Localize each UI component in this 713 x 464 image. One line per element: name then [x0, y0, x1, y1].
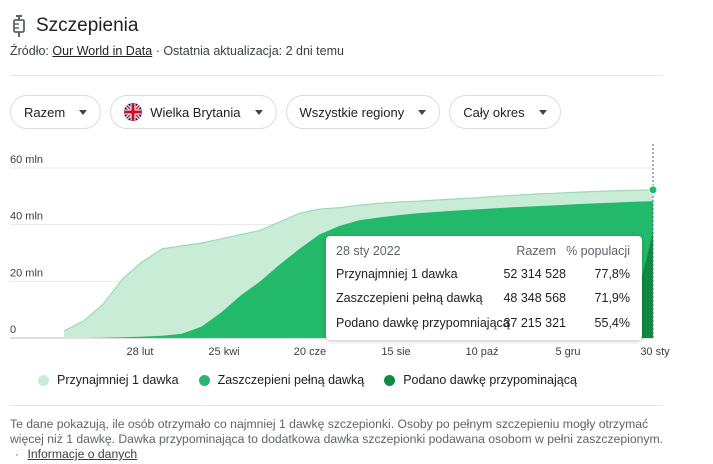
filter-bar: Razem Wielka Brytania Wszystkie regiony … — [10, 95, 561, 129]
x-tick-label: 25 kwi — [208, 346, 239, 358]
footnote: Te dane pokazują, ile osób otrzymało co … — [10, 417, 670, 462]
y-tick-label: 40 mln — [10, 211, 43, 223]
filter-chip-period[interactable]: Cały okres — [449, 95, 561, 129]
tooltip-row: Podano dawkę przypomniającą 37 215 321 5… — [326, 313, 642, 333]
footnote-separator: · — [15, 447, 20, 461]
x-tick-label: 5 gru — [555, 346, 580, 358]
legend-swatch — [384, 374, 396, 386]
legend-swatch — [38, 374, 49, 386]
update-info: · Ostatnia aktualizacja: 2 dni temu — [155, 44, 344, 58]
y-tick-label: 20 mln — [10, 267, 43, 279]
tooltip-row-total: 37 215 321 — [503, 316, 566, 330]
chevron-down-icon — [254, 109, 263, 115]
filter-chip-region[interactable]: Wszystkie regiony — [285, 95, 441, 129]
uk-flag-icon — [124, 103, 143, 121]
page-title: Szczepienia — [36, 15, 139, 36]
divider — [10, 405, 663, 406]
x-tick-label: 10 paź — [465, 346, 498, 358]
filter-chip-label: Razem — [24, 104, 66, 120]
tooltip-header: 28 sty 2022 Razem % populacji — [326, 241, 642, 261]
legend-label: Podano dawkę przypominającą — [403, 373, 577, 387]
y-tick-label: 60 mln — [10, 154, 43, 166]
legend-item[interactable]: Podano dawkę przypominającą — [384, 373, 577, 387]
hover-point — [648, 185, 658, 195]
chart-legend: Przynajmniej 1 dawka Zaszczepieni pełną … — [38, 373, 577, 387]
tooltip-row-label: Podano dawkę przypomniającą — [336, 316, 510, 330]
filter-chip-scope[interactable]: Razem — [10, 95, 102, 129]
tooltip-row-pct: 77,8% — [594, 267, 630, 281]
filter-chip-label: Cały okres — [463, 104, 525, 120]
divider — [10, 75, 663, 76]
tooltip-row-pct: 55,4% — [594, 316, 630, 330]
legend-label: Przynajmniej 1 dawka — [57, 373, 179, 387]
chevron-down-icon — [538, 109, 547, 115]
tooltip-row: Przynajmniej 1 dawka 52 314 528 77,8% — [326, 264, 642, 284]
chevron-down-icon — [418, 109, 427, 115]
footnote-text: Te dane pokazują, ile osób otrzymało co … — [10, 417, 664, 446]
tooltip-row-total: 48 348 568 — [503, 291, 566, 305]
source-prefix: Źródło: — [10, 44, 49, 58]
legend-item[interactable]: Zaszczepieni pełną dawką — [198, 373, 365, 387]
tooltip-col-total: Razem — [516, 244, 556, 258]
filter-chip-label: Wielka Brytania — [150, 104, 241, 120]
data-info-link[interactable]: Informacje o danych — [27, 447, 138, 461]
x-tick-label: 15 sie — [381, 346, 410, 358]
chevron-down-icon — [79, 109, 88, 115]
tooltip-row-total: 52 314 528 — [503, 267, 566, 281]
card-header: Szczepienia — [10, 14, 138, 38]
filter-chip-country[interactable]: Wielka Brytania — [110, 95, 277, 129]
legend-label: Zaszczepieni pełną dawką — [217, 373, 365, 387]
tooltip-date: 28 sty 2022 — [336, 244, 401, 258]
legend-item[interactable]: Przynajmniej 1 dawka — [38, 373, 179, 387]
source-line: Źródło: Our World in Data · Ostatnia akt… — [10, 44, 344, 58]
source-link[interactable]: Our World in Data — [52, 44, 153, 58]
filter-chip-label: Wszystkie regiony — [299, 104, 405, 120]
tooltip-row-label: Zaszczepieni pełną dawką — [336, 291, 483, 305]
y-tick-label: 0 — [10, 324, 16, 336]
tooltip-col-pct: % populacji — [566, 244, 630, 258]
x-tick-label: 30 sty — [640, 346, 670, 358]
legend-swatch — [198, 374, 210, 386]
syringe-icon — [10, 14, 28, 38]
x-tick-label: 20 cze — [294, 346, 326, 358]
tooltip-row-label: Przynajmniej 1 dawka — [336, 267, 458, 281]
x-tick-label: 28 lut — [127, 346, 154, 358]
chart-tooltip: 28 sty 2022 Razem % populacji Przynajmni… — [326, 236, 642, 340]
series-line — [63, 189, 654, 332]
tooltip-row: Zaszczepieni pełną dawką 48 348 568 71,9… — [326, 288, 642, 308]
tooltip-row-pct: 71,9% — [594, 291, 630, 305]
